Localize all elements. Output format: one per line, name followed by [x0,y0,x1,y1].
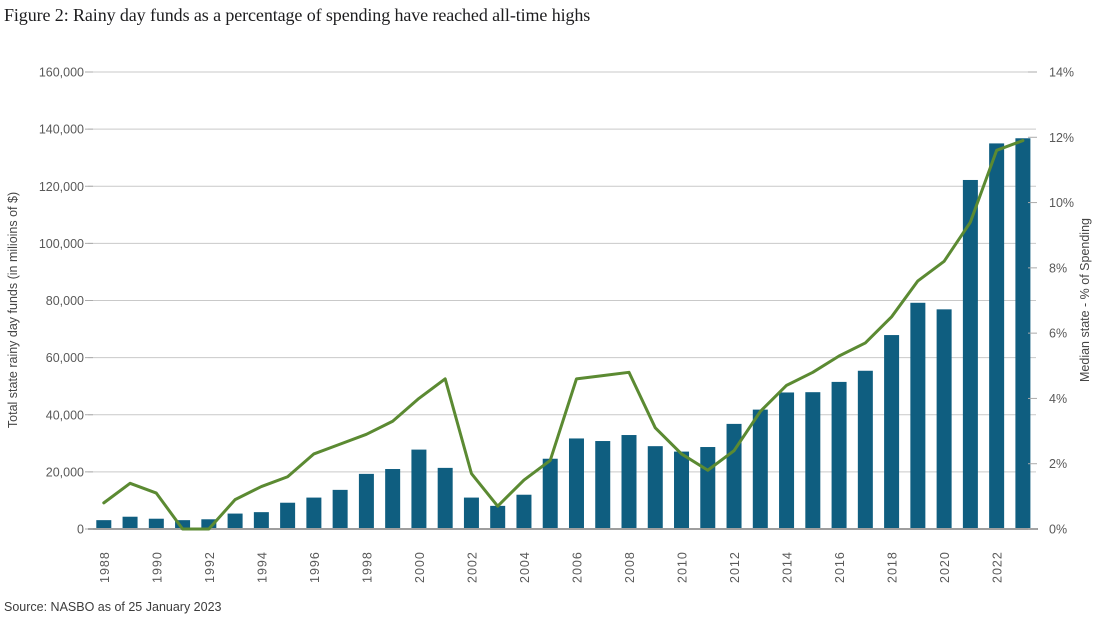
bar-1989 [122,516,138,529]
x-axis-tick-label: 1994 [255,551,269,583]
x-axis-tick-label: 2002 [465,551,479,583]
left-axis-tick-label: 80,000 [46,294,84,308]
x-axis-tick-label: 2014 [781,551,795,583]
bar-2004 [516,494,532,529]
bar-2014 [779,392,795,529]
bar-2000 [411,449,427,529]
bar-2020 [936,309,952,529]
bar-2001 [437,467,453,529]
left-axis-tick-label: 60,000 [46,351,84,365]
bar-1997 [332,489,348,529]
left-axis-tick-label: 140,000 [39,123,84,137]
bar-2022 [989,143,1005,529]
right-axis-tick-label: 14% [1049,66,1074,80]
bar-2002 [463,497,479,529]
left-axis-tick-label: 40,000 [46,408,84,422]
bar-2008 [621,435,637,529]
left-axis-tick-label: 20,000 [46,465,84,479]
bar-2006 [568,438,584,529]
bar-2011 [700,447,716,529]
bar-1988 [96,520,112,529]
right-axis-tick-label: 4% [1049,392,1067,406]
x-axis-tick-label: 2022 [991,551,1005,583]
bar-2015 [805,392,821,529]
bar-2023 [1015,138,1031,529]
bar-2012 [726,423,742,529]
right-axis-tick-label: 10% [1049,196,1074,210]
right-axis-tick-label: 6% [1049,327,1067,341]
bar-2021 [962,179,978,529]
bar-2018 [884,335,900,529]
x-axis-tick-label: 2018 [886,551,900,583]
bar-1998 [358,473,374,529]
x-axis-tick-label: 1988 [98,551,112,583]
right-axis-tick-label: 12% [1049,131,1074,145]
x-axis-tick-label: 2006 [570,551,584,583]
bar-1994 [253,512,269,529]
right-axis-tick-label: 2% [1049,457,1067,471]
x-axis-tick-label: 2004 [518,551,532,583]
bar-1991 [175,520,191,529]
left-axis-title: Total state rainy day funds (in milioins… [6,192,20,428]
bar-2003 [490,505,506,529]
bar-2005 [542,458,558,529]
right-axis-title: Median state - % of Spending [1078,218,1092,382]
bar-1995 [280,502,296,529]
bar-2019 [910,302,926,529]
left-axis-tick-label: 100,000 [39,237,84,251]
x-axis-tick-label: 1990 [150,551,164,583]
bar-2017 [857,370,873,529]
bar-2010 [674,451,690,529]
left-axis-tick-label: 0 [77,523,84,537]
x-axis-tick-label: 2008 [623,551,637,583]
bar-1992 [201,519,217,529]
x-axis-tick-label: 2010 [676,551,690,583]
bar-2013 [752,409,768,529]
x-axis-tick-label: 2012 [728,551,742,583]
right-axis-tick-label: 0% [1049,523,1067,537]
figure-title: Figure 2: Rainy day funds as a percentag… [4,5,591,25]
bar-2016 [831,381,847,529]
left-axis-tick-label: 160,000 [39,66,84,80]
source-note: Source: NASBO as of 25 January 2023 [4,600,222,614]
x-axis-tick-label: 2020 [938,551,952,583]
x-axis-tick-label: 1998 [360,551,374,583]
bar-1999 [385,469,401,529]
left-axis-tick-label: 120,000 [39,180,84,194]
bar-1996 [306,497,322,529]
bar-1990 [148,518,164,529]
bar-2009 [647,446,663,529]
right-axis-tick-label: 8% [1049,261,1067,275]
x-axis-tick-label: 1992 [203,551,217,583]
x-axis-tick-label: 2016 [833,551,847,583]
x-axis-tick-label: 2000 [413,551,427,583]
x-axis-tick-label: 1996 [308,551,322,583]
bar-2007 [595,441,611,529]
bar-1993 [227,513,243,529]
median-spending-line [102,139,1025,531]
